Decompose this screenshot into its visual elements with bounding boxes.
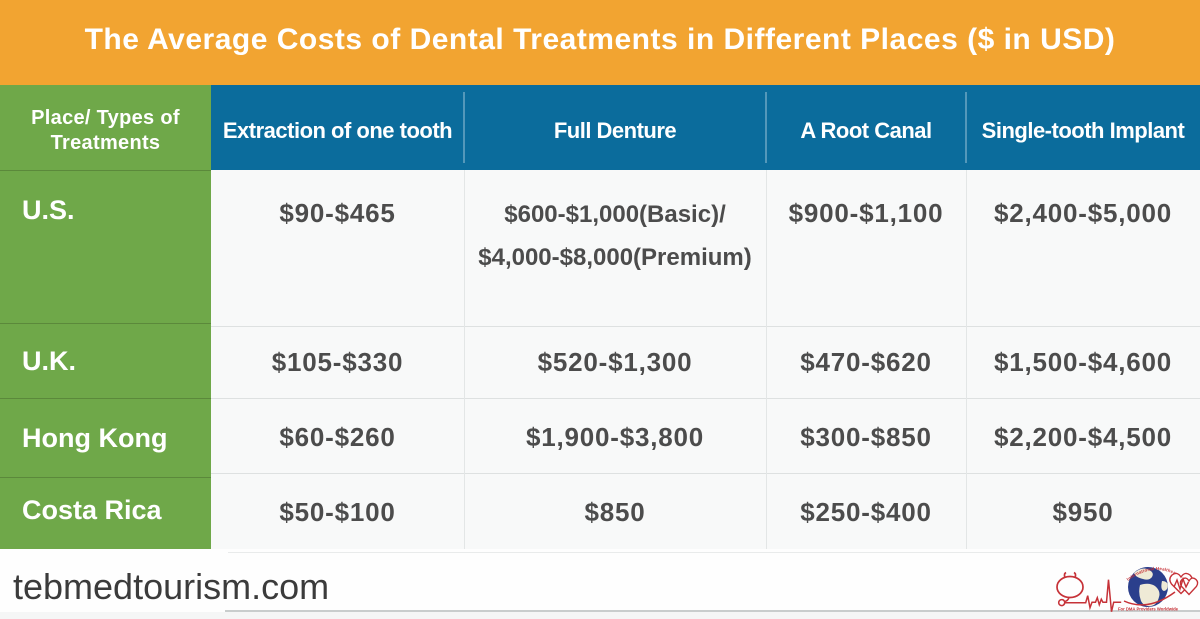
svg-text:For DMA Providers Worldwide: For DMA Providers Worldwide (1118, 607, 1179, 612)
